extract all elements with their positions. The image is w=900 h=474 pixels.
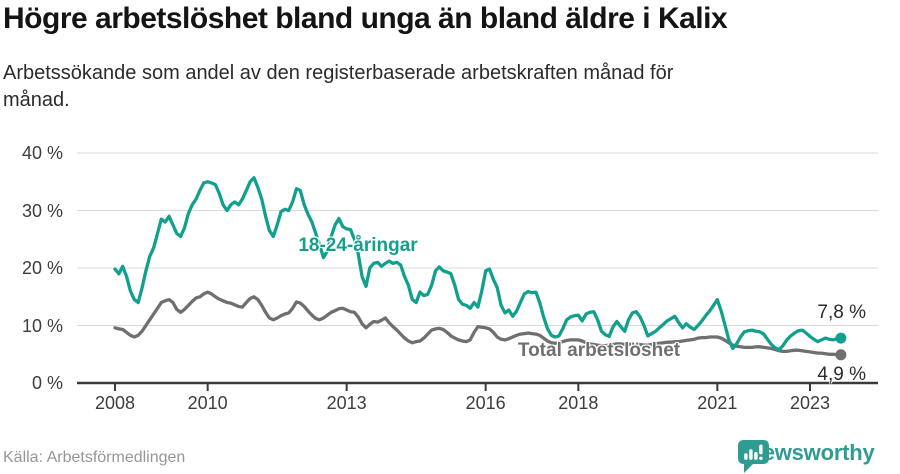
chart-subtitle: Arbetssökande som andel av den registerb…: [3, 60, 863, 114]
end-value-label-18-24: 7,8 %: [817, 302, 866, 323]
source-text: Källa: Arbetsförmedlingen: [3, 449, 186, 466]
chart-subtitle-line-1: Arbetssökande som andel av den registerb…: [3, 62, 674, 84]
chart-title: Högre arbetslöshet bland unga än bland ä…: [3, 2, 728, 35]
series-end-dot-18-24-åringar: [835, 332, 847, 344]
series-line-18-24-åringar: [113, 176, 843, 352]
end-value-label-total: 4,9 %: [817, 364, 866, 385]
newsworthy-speech-bubble-icon: [738, 440, 769, 473]
chart-subtitle-line-2: månad.: [3, 89, 70, 111]
newsworthy-logo: Newsworthy: [738, 440, 875, 473]
series-end-dot-Total arbetslöshet: [835, 349, 847, 361]
series-line-Total arbetslöshet: [113, 290, 843, 357]
